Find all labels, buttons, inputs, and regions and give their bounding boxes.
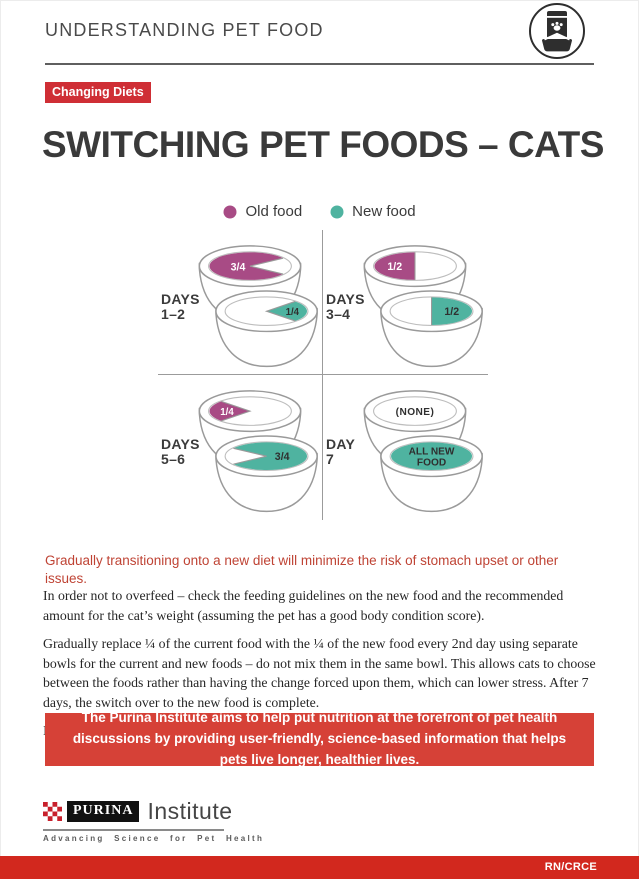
day-label: DAYS 1–2 — [161, 291, 200, 323]
section-badge: Changing Diets — [45, 82, 151, 103]
institute-wordmark: Institute — [147, 798, 233, 824]
old-food-dot-icon — [223, 205, 237, 218]
page-header-title: UNDERSTANDING PET FOOD — [45, 20, 324, 40]
pet-food-bag-and-bowl-icon — [529, 3, 585, 59]
page-title: SWITCHING PET FOODS – CATS — [42, 124, 604, 165]
purina-institute-logo: PURINA Institute Advancing Science for P… — [43, 798, 264, 843]
purina-checkerboard-icon — [43, 802, 62, 821]
legend-item-old-food: Old food — [223, 203, 302, 220]
bowl-pair-days-5-6: 1/4 3/4 — [168, 378, 320, 521]
new-food-bowl-full: ALL NEW FOOD — [380, 435, 483, 513]
bowl-pair-days-1-2: 3/4 1/4 — [168, 233, 320, 376]
new-food-bowl: 3/4 — [215, 435, 318, 513]
svg-text:ALL NEW: ALL NEW — [409, 446, 455, 457]
legend-item-new-food: New food — [330, 203, 416, 220]
footer-code-bar: RN/CRCE — [0, 856, 639, 879]
new-food-bowl: 1/4 — [215, 290, 318, 368]
day-label: DAYS 5–6 — [161, 436, 200, 468]
diagram-cell-day-7: DAY 7 (NONE) ALL NEW — [323, 375, 488, 520]
footer-divider — [43, 829, 224, 831]
svg-text:1/2: 1/2 — [444, 306, 459, 318]
day-label: DAYS 3–4 — [326, 291, 365, 323]
paragraph-2: Gradually replace ¼ of the current food … — [43, 636, 596, 710]
day-label: DAY 7 — [326, 436, 356, 468]
bowl-pair-day-7: (NONE) ALL NEW FOOD — [333, 378, 485, 521]
new-food-bowl: 1/2 — [380, 290, 483, 368]
transition-diagram: DAYS 1–2 3/4 — [158, 230, 488, 520]
purina-wordmark: PURINA — [67, 801, 140, 822]
svg-text:FOOD: FOOD — [417, 457, 446, 468]
diagram-cell-days-3-4: DAYS 3–4 1/2 — [323, 230, 488, 375]
footer-tagline: Advancing Science for Pet Health — [43, 834, 265, 843]
new-food-dot-icon — [330, 205, 344, 218]
svg-text:3/4: 3/4 — [275, 451, 290, 463]
mission-banner: The Purina Institute aims to help put nu… — [45, 710, 594, 767]
bowl-pair-days-3-4: 1/2 1/2 — [333, 233, 485, 376]
svg-text:3/4: 3/4 — [231, 262, 246, 274]
svg-text:1/4: 1/4 — [286, 307, 300, 318]
legend-label-new: New food — [352, 203, 416, 220]
diagram-cell-days-5-6: DAYS 5–6 1/4 — [158, 375, 323, 520]
header-divider — [45, 63, 594, 65]
legend: Old food New food — [0, 203, 639, 220]
svg-text:(NONE): (NONE) — [396, 407, 435, 418]
legend-label-old: Old food — [245, 203, 303, 220]
diagram-cell-days-1-2: DAYS 1–2 3/4 — [158, 230, 323, 375]
svg-text:1/4: 1/4 — [220, 407, 234, 418]
paragraph-1: In order not to overfeed – check the fee… — [43, 588, 564, 623]
highlight-sentence: Gradually transitioning onto a new diet … — [45, 553, 559, 587]
svg-text:1/2: 1/2 — [387, 261, 402, 273]
